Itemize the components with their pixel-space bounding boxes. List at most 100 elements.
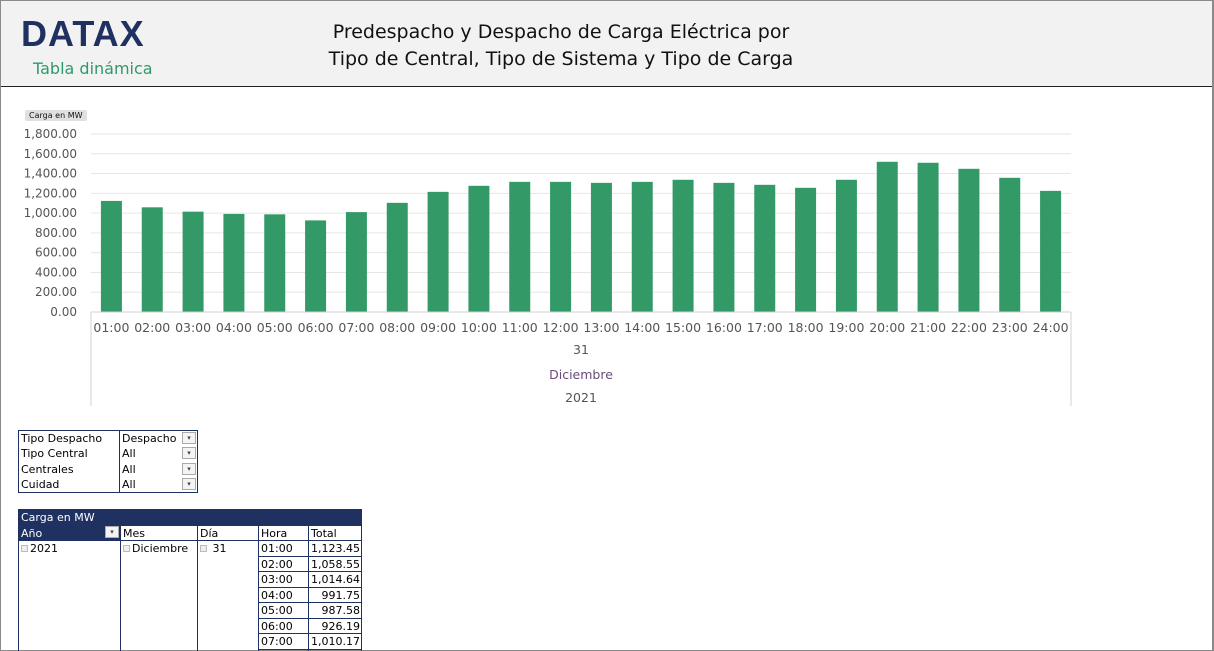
hour-cell: 01:00	[259, 541, 308, 557]
filter-value-text: All	[122, 462, 136, 476]
col-total: Total 1,123.45 1,058.55 1,014.64 991.75 987.…	[309, 526, 362, 651]
collapse-icon[interactable]	[123, 545, 130, 552]
bar[interactable]	[795, 187, 817, 312]
hour-cell: 06:00	[259, 619, 308, 634]
bar[interactable]	[386, 202, 408, 312]
report-filters: Tipo Despacho Despacho ▾ Tipo Central All ▾ Ce…	[18, 430, 198, 493]
bar-chart: 0.00 200.00 400.00 600.00 800.00 1,000.00 1,20…	[24, 127, 1072, 406]
filter-row: Cuidad All ▾	[19, 477, 198, 493]
filter-row: Tipo Central All ▾	[19, 446, 198, 462]
x-tick-label: 20:00	[869, 320, 905, 335]
x-tick-label: 07:00	[338, 320, 374, 335]
bar[interactable]	[345, 212, 367, 312]
filter-label: Tipo Central	[21, 447, 88, 461]
hour-cell: 04:00	[259, 588, 308, 603]
month-value: Diciembre	[132, 542, 189, 555]
bar[interactable]	[141, 207, 163, 312]
x-tick-label: 22:00	[951, 320, 987, 335]
bar[interactable]	[999, 177, 1021, 312]
x-group-year: 2021	[565, 390, 597, 405]
bar[interactable]	[1040, 190, 1062, 312]
bar[interactable]	[958, 168, 980, 312]
x-tick-label: 15:00	[665, 320, 701, 335]
col-hour: Hora 01:00 02:00 03:00 04:00 05:00 06:00 07:00	[259, 526, 309, 651]
header: DATAX Tabla dinámica Predespacho y Despa…	[1, 1, 1212, 87]
bar[interactable]	[590, 182, 612, 312]
filter-value-text: All	[122, 447, 136, 461]
total-cell: 1,123.45	[309, 541, 362, 557]
col-day: Día 31	[198, 526, 259, 651]
bar[interactable]	[713, 182, 735, 312]
collapse-icon[interactable]	[21, 545, 28, 552]
filter-label: Cuidad	[21, 478, 60, 491]
page-title: Predespacho y Despacho de Carga Eléctric…	[261, 19, 861, 73]
header-total: Total	[309, 526, 362, 541]
total-cell: 991.75	[309, 588, 362, 603]
x-tick-label: 04:00	[216, 320, 252, 335]
filter-row: Centrales All ▾	[19, 461, 198, 477]
x-tick-label: 11:00	[502, 320, 538, 335]
y-tick-label: 800.00	[35, 226, 77, 240]
bar[interactable]	[509, 181, 531, 312]
x-tick-label: 03:00	[175, 320, 211, 335]
measure-field-button[interactable]: Carga en MW	[25, 110, 87, 121]
bar[interactable]	[550, 181, 572, 312]
x-tick-label: 16:00	[706, 320, 742, 335]
bar[interactable]	[223, 213, 245, 312]
day-value: 31	[212, 542, 227, 555]
bar[interactable]	[835, 179, 857, 312]
header-day: Día	[198, 526, 258, 541]
filter-value[interactable]: All ▾	[119, 446, 198, 462]
bar[interactable]	[100, 200, 122, 312]
filter-value[interactable]: All ▾	[119, 477, 198, 493]
bar[interactable]	[305, 220, 327, 312]
x-tick-label: 24:00	[1033, 320, 1069, 335]
dropdown-arrow-icon[interactable]: ▾	[182, 462, 196, 475]
bar[interactable]	[754, 184, 776, 312]
y-tick-label: 0.00	[50, 305, 77, 319]
pivot-title: Carga en MW	[19, 510, 361, 526]
x-tick-label: 08:00	[379, 320, 415, 335]
header-hour: Hora	[259, 526, 308, 541]
x-tick-label: 05:00	[257, 320, 293, 335]
y-tick-label: 600.00	[35, 246, 77, 260]
total-cell: 1,010.17	[309, 634, 362, 650]
y-tick-label: 1,800.00	[24, 127, 77, 141]
bar[interactable]	[264, 214, 286, 312]
bar[interactable]	[672, 179, 694, 312]
x-tick-label: 17:00	[747, 320, 783, 335]
header-month: Mes	[121, 526, 197, 541]
filter-value-text: Despacho	[122, 432, 177, 445]
col-month: Mes Diciembre	[121, 526, 198, 651]
filter-value-text: All	[122, 478, 136, 491]
filter-icon[interactable]: ▾	[182, 432, 196, 444]
hour-cell: 05:00	[259, 603, 308, 619]
x-tick-label: 13:00	[583, 320, 619, 335]
filter-label: Tipo Despacho	[21, 432, 103, 445]
bar[interactable]	[182, 211, 204, 312]
dropdown-arrow-icon[interactable]: ▾	[182, 447, 196, 459]
dropdown-arrow-icon[interactable]: ▾	[182, 478, 196, 490]
year-value: 2021	[30, 542, 58, 555]
datax-logo: DATAX	[21, 13, 145, 54]
filter-icon[interactable]: ▾	[105, 526, 119, 538]
total-cell: 987.58	[309, 603, 362, 619]
header-year: Año	[21, 527, 43, 540]
x-tick-label: 19:00	[828, 320, 864, 335]
bar[interactable]	[468, 185, 490, 312]
collapse-icon[interactable]	[200, 545, 207, 552]
y-tick-label: 1,600.00	[24, 147, 77, 161]
bar[interactable]	[917, 162, 939, 312]
bar[interactable]	[876, 161, 898, 312]
x-tick-label: 14:00	[624, 320, 660, 335]
x-tick-label: 10:00	[461, 320, 497, 335]
filter-value[interactable]: Despacho ▾	[119, 430, 198, 446]
filter-value[interactable]: All ▾	[119, 461, 198, 477]
x-group-day: 31	[573, 342, 589, 357]
hour-cell: 02:00	[259, 557, 308, 572]
bar[interactable]	[631, 181, 653, 312]
bar[interactable]	[427, 191, 449, 312]
title-line-2: Tipo de Central, Tipo de Sistema y Tipo …	[328, 48, 794, 70]
y-tick-label: 400.00	[35, 265, 77, 279]
y-tick-label: 1,200.00	[24, 186, 77, 200]
